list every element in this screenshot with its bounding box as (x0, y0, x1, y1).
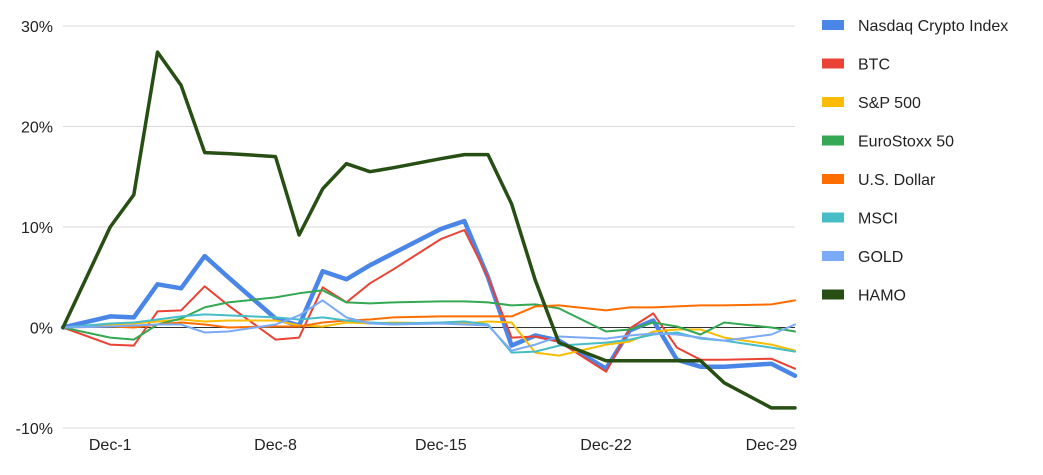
legend-swatch (822, 251, 844, 261)
legend-label: GOLD (858, 249, 903, 266)
y-tick-label: -10% (16, 421, 53, 438)
gridlines (63, 25, 795, 429)
y-tick-label: 0% (30, 321, 53, 338)
x-tick-label: Dec-22 (580, 437, 632, 454)
x-tick-label: Dec-29 (746, 437, 798, 454)
legend-swatch (822, 135, 844, 146)
y-tick-label: 10% (21, 220, 53, 237)
legend-swatch (822, 212, 844, 223)
legend-label: BTC (858, 57, 890, 74)
legend: Nasdaq Crypto Index BTC S&P 500 EuroStoxx 5… (822, 18, 1008, 305)
y-axis-tick-labels: -10% 0% 10% 20% 30% (16, 19, 53, 438)
legend-swatch (822, 174, 844, 184)
series-line-nasdaq-crypto-index (60, 218, 798, 378)
series-line-eurostoxx-50 (62, 289, 796, 341)
legend-label: HAMO (858, 288, 906, 305)
legend-swatch (822, 97, 844, 107)
legend-label: S&P 500 (858, 95, 921, 112)
x-tick-label: Dec-1 (89, 437, 132, 454)
y-tick-label: 20% (21, 120, 53, 137)
legend-label: U.S. Dollar (858, 172, 936, 189)
legend-label: EuroStoxx 50 (858, 134, 954, 151)
series-line-gold (62, 299, 796, 352)
x-tick-label: Dec-8 (254, 437, 297, 454)
x-tick-label: Dec-15 (415, 437, 467, 454)
legend-swatch (822, 58, 844, 69)
series-line-hamo (61, 50, 797, 410)
series-line-u-s-dollar (62, 299, 796, 329)
legend-swatch (822, 289, 844, 300)
series-lines (60, 50, 798, 410)
series-line-btc (62, 229, 796, 373)
legend-label: Nasdaq Crypto Index (858, 18, 1008, 35)
y-tick-label: 30% (21, 19, 53, 36)
legend-swatch (822, 20, 844, 30)
x-axis-tick-labels: Dec-1 Dec-8 Dec-15 Dec-22 Dec-29 (89, 437, 797, 454)
legend-label: MSCI (858, 211, 898, 228)
